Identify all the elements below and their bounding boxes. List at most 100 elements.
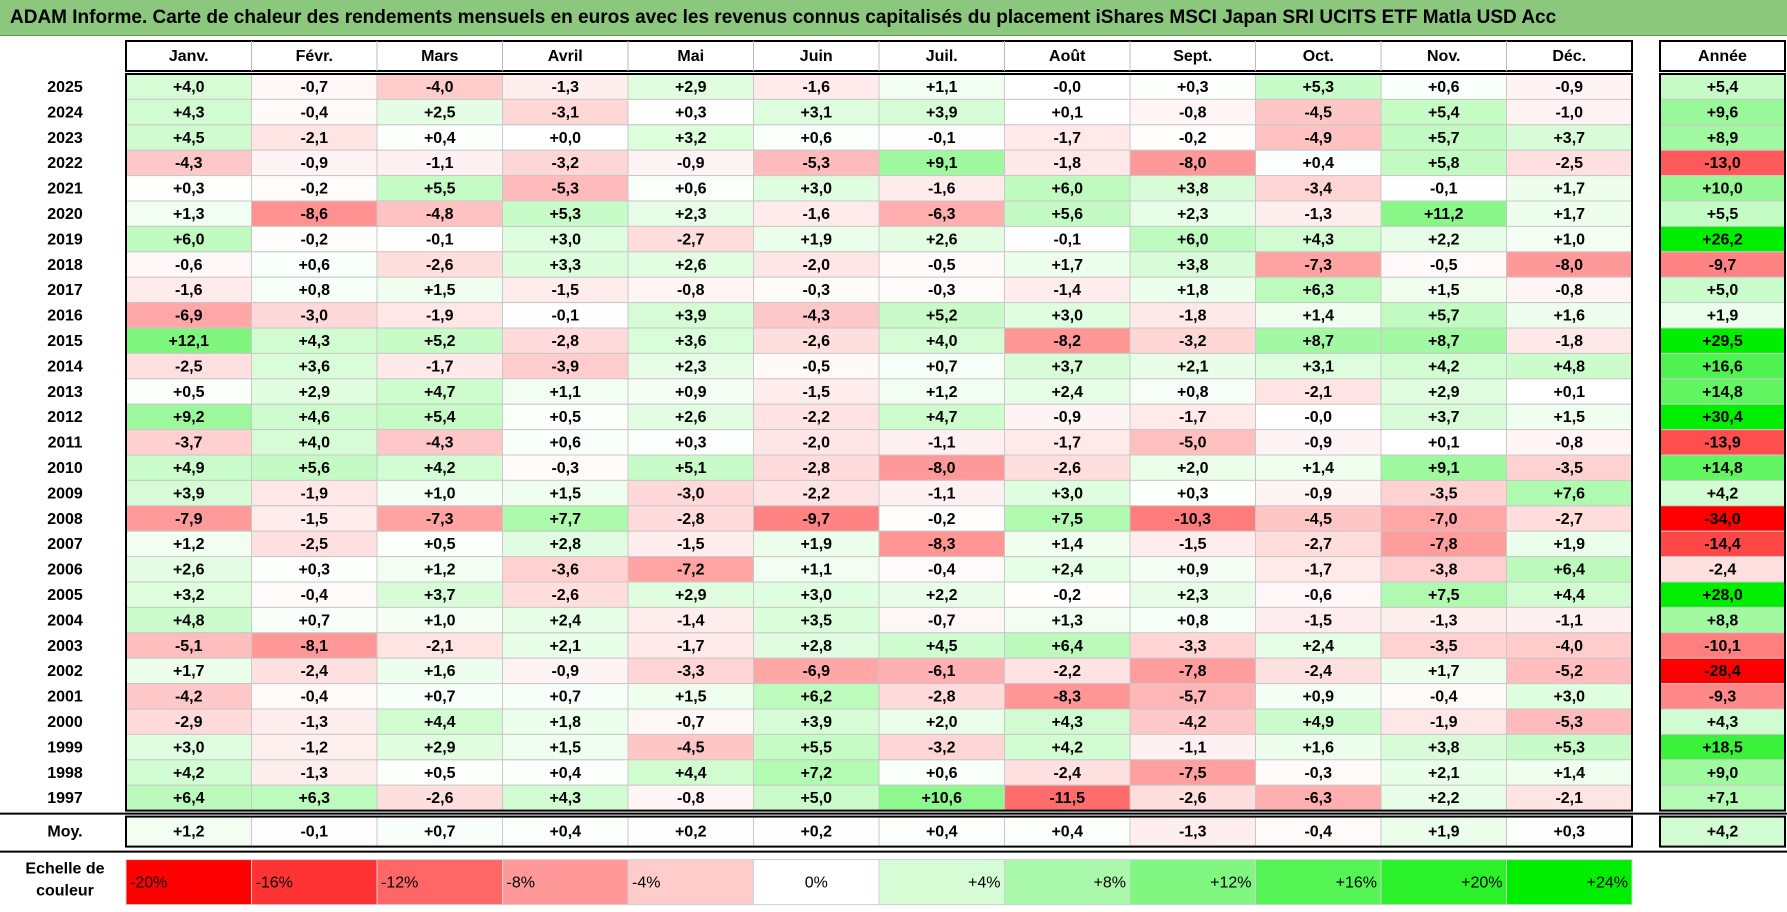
cell-value: -2,6: [551, 587, 579, 604]
cell-value: -0,9: [1304, 435, 1332, 452]
heatmap-cell: [878, 606, 1005, 634]
row-year-label: 1999: [47, 739, 83, 756]
cell-value: -0,0: [1053, 79, 1081, 96]
cell-value: +11,2: [1424, 206, 1464, 223]
row-year-label: 2001: [47, 689, 83, 706]
heatmap-cell: [1004, 505, 1131, 532]
heatmap-cell: [376, 200, 503, 227]
cell-value: -0,4: [300, 689, 328, 706]
cell-value: +1,5: [675, 689, 707, 706]
cell-value: +0,9: [1177, 562, 1209, 579]
heatmap-cell: [753, 556, 880, 583]
cell-value: -1,6: [802, 206, 830, 223]
heatmap-cell: [502, 733, 629, 761]
cell-value: +3,7: [424, 587, 456, 604]
cell-value: -1,3: [1304, 206, 1332, 223]
cell-value: +6,4: [1051, 638, 1083, 655]
heatmap-cell: [1380, 302, 1507, 329]
cell-value: -1,1: [1555, 612, 1583, 629]
cell-value: +0,6: [675, 181, 707, 198]
cell-value: +3,9: [675, 308, 707, 325]
scale-swatch-label: +24%: [1587, 875, 1628, 892]
cell-value: +2,1: [1177, 358, 1209, 375]
heatmap-cell: [376, 73, 503, 100]
cell-value: -2,5: [300, 536, 328, 553]
cell-value: -0,9: [551, 663, 579, 680]
heatmap-cell: [502, 302, 629, 329]
month-header-label: Sept.: [1173, 48, 1212, 65]
cell-value: -7,2: [677, 562, 705, 579]
heatmap-cell: [376, 784, 503, 812]
cell-value: +0,4: [549, 765, 581, 782]
heatmap-cell: [878, 454, 1005, 481]
cell-value: +4,4: [424, 714, 456, 731]
cell-value: +0,9: [1302, 689, 1334, 706]
row-year-label: 2015: [47, 333, 83, 350]
cell-value: -3,9: [551, 358, 579, 375]
cell-value: +0,6: [800, 130, 832, 147]
cell-value: -2,6: [1179, 790, 1207, 807]
cell-value: +1,6: [1553, 308, 1585, 325]
heatmap-cell: [1255, 632, 1382, 659]
cell-value: -5,7: [1179, 689, 1207, 706]
chart-title: ADAM Informe. Carte de chaleur des rende…: [10, 7, 1557, 28]
cell-value: +4,3: [298, 333, 330, 350]
cell-value: -0,8: [677, 282, 705, 299]
cell-value: -3,6: [551, 562, 579, 579]
cell-value: -8,0: [1555, 257, 1583, 274]
cell-value: +5,4: [1428, 104, 1460, 121]
cell-value: +3,0: [800, 181, 832, 198]
average-cell: [753, 816, 880, 848]
heatmap-cell: [502, 708, 629, 735]
heatmap-cell: [627, 429, 754, 456]
cell-value: +1,5: [424, 282, 456, 299]
annual-cell: [1659, 98, 1786, 126]
annual-value: +26,2: [1702, 231, 1743, 248]
cell-value: -6,3: [1304, 790, 1332, 807]
cell-value: +5,6: [298, 460, 330, 477]
heatmap-cell: [627, 606, 754, 634]
cell-value: +7,2: [800, 765, 832, 782]
heatmap-cell: [753, 759, 880, 786]
cell-value: +0,7: [298, 612, 330, 629]
heatmap-cell: [878, 327, 1005, 354]
cell-value: +5,5: [800, 739, 832, 756]
cell-value: -2,4: [1053, 765, 1081, 782]
cell-value: +6,3: [298, 790, 330, 807]
heatmap-cell: [502, 530, 629, 558]
cell-value: +6,4: [173, 790, 205, 807]
cell-value: +3,8: [1177, 181, 1209, 198]
cell-value: +10,6: [922, 790, 963, 807]
heatmap-cell: [1255, 225, 1382, 253]
heatmap-cell: [753, 149, 880, 177]
heatmap-cell: [376, 657, 503, 685]
cell-value: +1,7: [1553, 181, 1585, 198]
cell-value: +1,2: [424, 562, 456, 579]
heatmap-cell: [627, 276, 754, 304]
cell-value: -0,1: [1430, 181, 1458, 198]
annual-value: -13,9: [1704, 435, 1741, 452]
cell-value: +0,8: [298, 282, 330, 299]
average-cell: [1129, 816, 1256, 848]
cell-value: -0,6: [1304, 587, 1332, 604]
cell-value: -1,1: [928, 435, 956, 452]
scale-label-line1: Echelle de: [25, 861, 104, 878]
heatmap-cell: [878, 581, 1005, 608]
heatmap-cell: [1004, 73, 1131, 100]
cell-value: -3,1: [551, 104, 579, 121]
annual-cell: [1659, 276, 1786, 304]
heatmap-cell: [502, 251, 629, 278]
annual-value: +5,5: [1707, 206, 1739, 223]
cell-value: +1,3: [1051, 612, 1083, 629]
heatmap-cell: [1506, 403, 1633, 431]
row-year-label: 2004: [47, 612, 83, 629]
cell-value: +4,4: [1553, 587, 1585, 604]
heatmap-cell: [753, 352, 880, 380]
annual-value: +14,8: [1702, 384, 1743, 401]
heatmap-cell: [627, 98, 754, 126]
average-value: +0,3: [1553, 824, 1585, 841]
cell-value: +0,1: [1553, 384, 1585, 401]
heatmap-cell: [376, 606, 503, 634]
heatmap-cell: [1380, 352, 1507, 380]
heatmap-cell: [1380, 683, 1507, 710]
